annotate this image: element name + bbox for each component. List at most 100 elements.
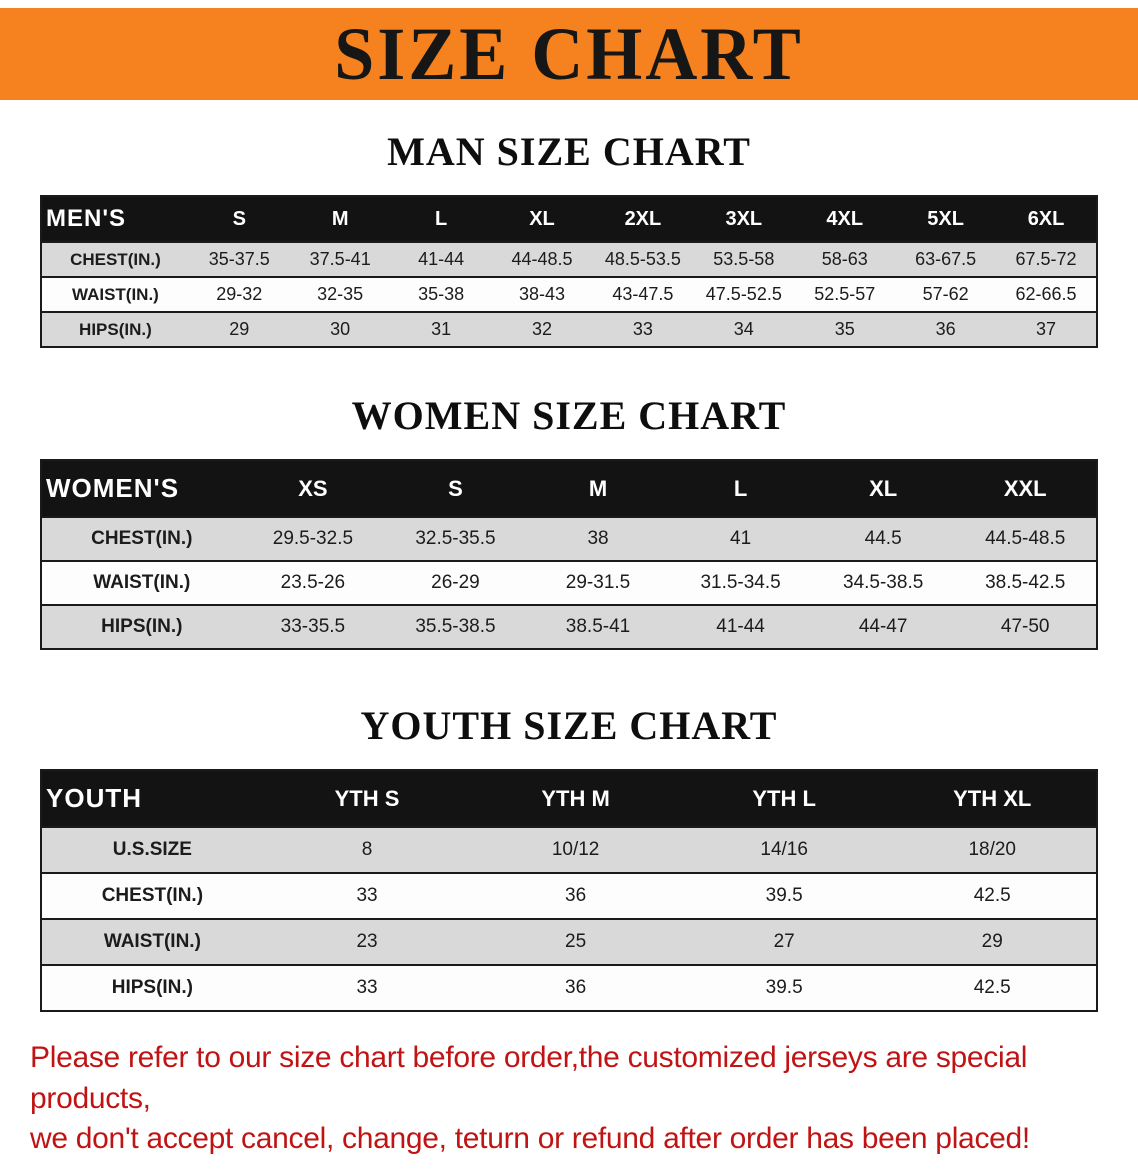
size-value-cell: 25 xyxy=(471,918,680,965)
size-column-header: L xyxy=(669,460,812,517)
table-row: HIPS(IN.) 29 30 31 32 33 34 35 36 37 xyxy=(41,311,1097,347)
size-column-header: YTH XL xyxy=(888,770,1097,827)
table-corner-label: MEN'S xyxy=(41,196,189,242)
table-row: WAIST(IN.) 29-32 32-35 35-38 38-43 43-47.5 47.… xyxy=(41,276,1097,312)
size-value-cell: 35-37.5 xyxy=(188,241,290,277)
row-label: U.S.SIZE xyxy=(41,826,263,873)
size-value-cell: 30 xyxy=(289,311,391,347)
size-value-cell: 44.5 xyxy=(811,516,955,561)
women-section-heading: WOMEN SIZE CHART xyxy=(351,393,787,438)
size-value-cell: 53.5-58 xyxy=(693,241,795,277)
table-corner-label: WOMEN'S xyxy=(41,460,242,517)
row-label: WAIST(IN.) xyxy=(41,918,263,965)
size-value-cell: 39.5 xyxy=(679,964,889,1011)
size-column-header: XXL xyxy=(954,460,1097,517)
size-value-cell: 35 xyxy=(794,311,896,347)
size-value-cell: 23.5-26 xyxy=(241,560,385,605)
size-column-header: YTH L xyxy=(679,770,889,827)
size-value-cell: 48.5-53.5 xyxy=(592,241,694,277)
size-value-cell: 33 xyxy=(262,964,472,1011)
size-value-cell: 31.5-34.5 xyxy=(669,560,812,605)
table-row: CHEST(IN.) 35-37.5 37.5-41 41-44 44-48.5 48.5… xyxy=(41,241,1097,277)
women-size-table: WOMEN'S XS S M L XL XXL CHEST(IN.) 29.5-32.5 32.5… xyxy=(40,459,1098,650)
table-header-row: YOUTH YTH S YTH M YTH L YTH XL xyxy=(41,770,1097,827)
row-label: WAIST(IN.) xyxy=(41,560,242,605)
size-value-cell: 32 xyxy=(491,311,593,347)
table-row: HIPS(IN.) 33 36 39.5 42.5 xyxy=(41,964,1097,1011)
men-size-table: MEN'S S M L XL 2XL 3XL 4XL 5XL 6XL CHEST(IN.) 35-37… xyxy=(40,195,1098,348)
size-value-cell: 44.5-48.5 xyxy=(954,516,1097,561)
size-column-header: 2XL xyxy=(592,196,694,242)
size-value-cell: 26-29 xyxy=(384,560,527,605)
size-value-cell: 8 xyxy=(262,826,472,873)
size-column-header: M xyxy=(289,196,391,242)
size-column-header: XL xyxy=(811,460,955,517)
disclaimer-line-2: we don't accept cancel, change, teturn o… xyxy=(30,1122,1030,1155)
size-value-cell: 29-32 xyxy=(188,276,290,312)
youth-section-heading: YOUTH SIZE CHART xyxy=(360,703,778,748)
size-value-cell: 63-67.5 xyxy=(895,241,997,277)
size-value-cell: 43-47.5 xyxy=(592,276,694,312)
size-value-cell: 29 xyxy=(888,918,1097,965)
row-label: HIPS(IN.) xyxy=(41,311,189,347)
size-value-cell: 33 xyxy=(592,311,694,347)
table-row: U.S.SIZE 8 10/12 14/16 18/20 xyxy=(41,826,1097,873)
size-value-cell: 10/12 xyxy=(471,826,680,873)
row-label: HIPS(IN.) xyxy=(41,964,263,1011)
size-column-header: 3XL xyxy=(693,196,795,242)
size-column-header: S xyxy=(384,460,527,517)
size-column-header: 6XL xyxy=(996,196,1097,242)
size-value-cell: 32-35 xyxy=(289,276,391,312)
size-value-cell: 42.5 xyxy=(888,964,1097,1011)
size-value-cell: 36 xyxy=(471,964,680,1011)
size-value-cell: 67.5-72 xyxy=(996,241,1097,277)
men-section-heading: MAN SIZE CHART xyxy=(387,129,751,174)
size-value-cell: 34.5-38.5 xyxy=(811,560,955,605)
row-label: CHEST(IN.) xyxy=(41,516,242,561)
table-row: HIPS(IN.) 33-35.5 35.5-38.5 38.5-41 41-44 44-… xyxy=(41,604,1097,649)
size-value-cell: 32.5-35.5 xyxy=(384,516,527,561)
size-value-cell: 38.5-42.5 xyxy=(954,560,1097,605)
size-value-cell: 33-35.5 xyxy=(241,604,385,649)
table-header-row: MEN'S S M L XL 2XL 3XL 4XL 5XL 6XL xyxy=(41,196,1097,242)
disclaimer-line-1: Please refer to our size chart before or… xyxy=(30,1041,1028,1115)
table-corner-label: YOUTH xyxy=(41,770,263,827)
size-value-cell: 41-44 xyxy=(669,604,812,649)
size-column-header: YTH S xyxy=(262,770,472,827)
size-column-header: M xyxy=(526,460,670,517)
size-column-header: XL xyxy=(491,196,593,242)
row-label: HIPS(IN.) xyxy=(41,604,242,649)
row-label: CHEST(IN.) xyxy=(41,872,263,919)
size-value-cell: 37 xyxy=(996,311,1097,347)
size-value-cell: 38-43 xyxy=(491,276,593,312)
size-chart-banner: SIZE CHART xyxy=(0,8,1138,100)
size-value-cell: 62-66.5 xyxy=(996,276,1097,312)
size-value-cell: 44-47 xyxy=(811,604,955,649)
size-value-cell: 57-62 xyxy=(895,276,997,312)
size-value-cell: 29.5-32.5 xyxy=(241,516,385,561)
size-value-cell: 47.5-52.5 xyxy=(693,276,795,312)
size-value-cell: 37.5-41 xyxy=(289,241,391,277)
size-column-header: 5XL xyxy=(895,196,997,242)
table-row: WAIST(IN.) 23.5-26 26-29 29-31.5 31.5-34.5 34… xyxy=(41,560,1097,605)
size-value-cell: 41 xyxy=(669,516,812,561)
size-value-cell: 38 xyxy=(526,516,670,561)
size-column-header: 4XL xyxy=(794,196,896,242)
size-value-cell: 44-48.5 xyxy=(491,241,593,277)
size-column-header: XS xyxy=(241,460,385,517)
size-value-cell: 35-38 xyxy=(390,276,492,312)
row-label: CHEST(IN.) xyxy=(41,241,189,277)
row-label: WAIST(IN.) xyxy=(41,276,189,312)
size-value-cell: 38.5-41 xyxy=(526,604,670,649)
size-value-cell: 36 xyxy=(895,311,997,347)
size-value-cell: 42.5 xyxy=(888,872,1097,919)
size-value-cell: 47-50 xyxy=(954,604,1097,649)
size-value-cell: 35.5-38.5 xyxy=(384,604,527,649)
table-header-row: WOMEN'S XS S M L XL XXL xyxy=(41,460,1097,517)
size-column-header: S xyxy=(188,196,290,242)
size-value-cell: 58-63 xyxy=(794,241,896,277)
disclaimer-text: Please refer to our size chart before or… xyxy=(30,1038,1108,1160)
size-value-cell: 33 xyxy=(262,872,472,919)
size-value-cell: 41-44 xyxy=(390,241,492,277)
size-value-cell: 29 xyxy=(188,311,290,347)
